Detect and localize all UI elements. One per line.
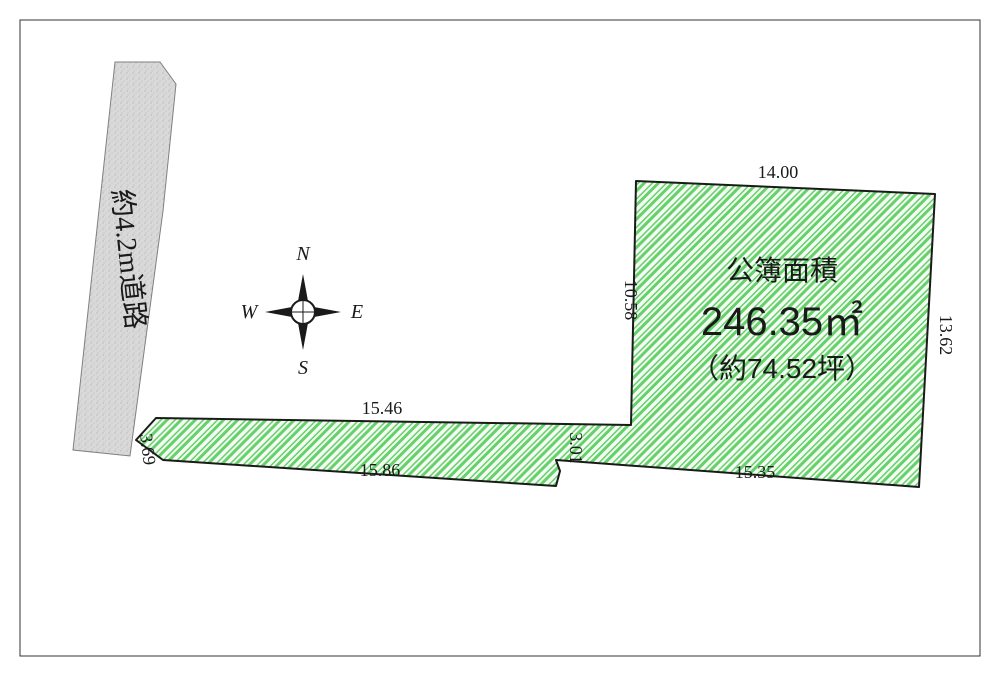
dimension-label: 13.62: [936, 315, 956, 356]
compass-pointer: [298, 274, 308, 301]
area-value: 246.35㎡: [701, 300, 863, 344]
compass-letter: W: [241, 301, 260, 323]
dimension-label: 15.35: [735, 462, 776, 482]
dimension-label: 14.00: [758, 162, 799, 182]
compass-letter: E: [350, 301, 363, 323]
plot-diagram: N E S W 14.00 13.62 15.35 3.01 10.58 15.86 15.46 3…: [0, 0, 1000, 676]
compass-pointer: [314, 307, 341, 317]
compass-letter: S: [298, 357, 308, 379]
compass: N E S W: [241, 243, 363, 379]
dimension-label: 15.46: [362, 398, 403, 418]
dimension-label: 3.01: [566, 432, 586, 464]
area-sub: （約74.52坪）: [691, 353, 873, 384]
dimension-label: 10.58: [621, 280, 641, 321]
area-title: 公簿面積: [726, 255, 838, 286]
compass-pointer: [298, 323, 308, 350]
compass-pointer: [265, 307, 292, 317]
dimension-label: 15.86: [360, 460, 401, 480]
compass-letter: N: [295, 243, 311, 265]
dimension-label: 3.69: [136, 432, 160, 466]
